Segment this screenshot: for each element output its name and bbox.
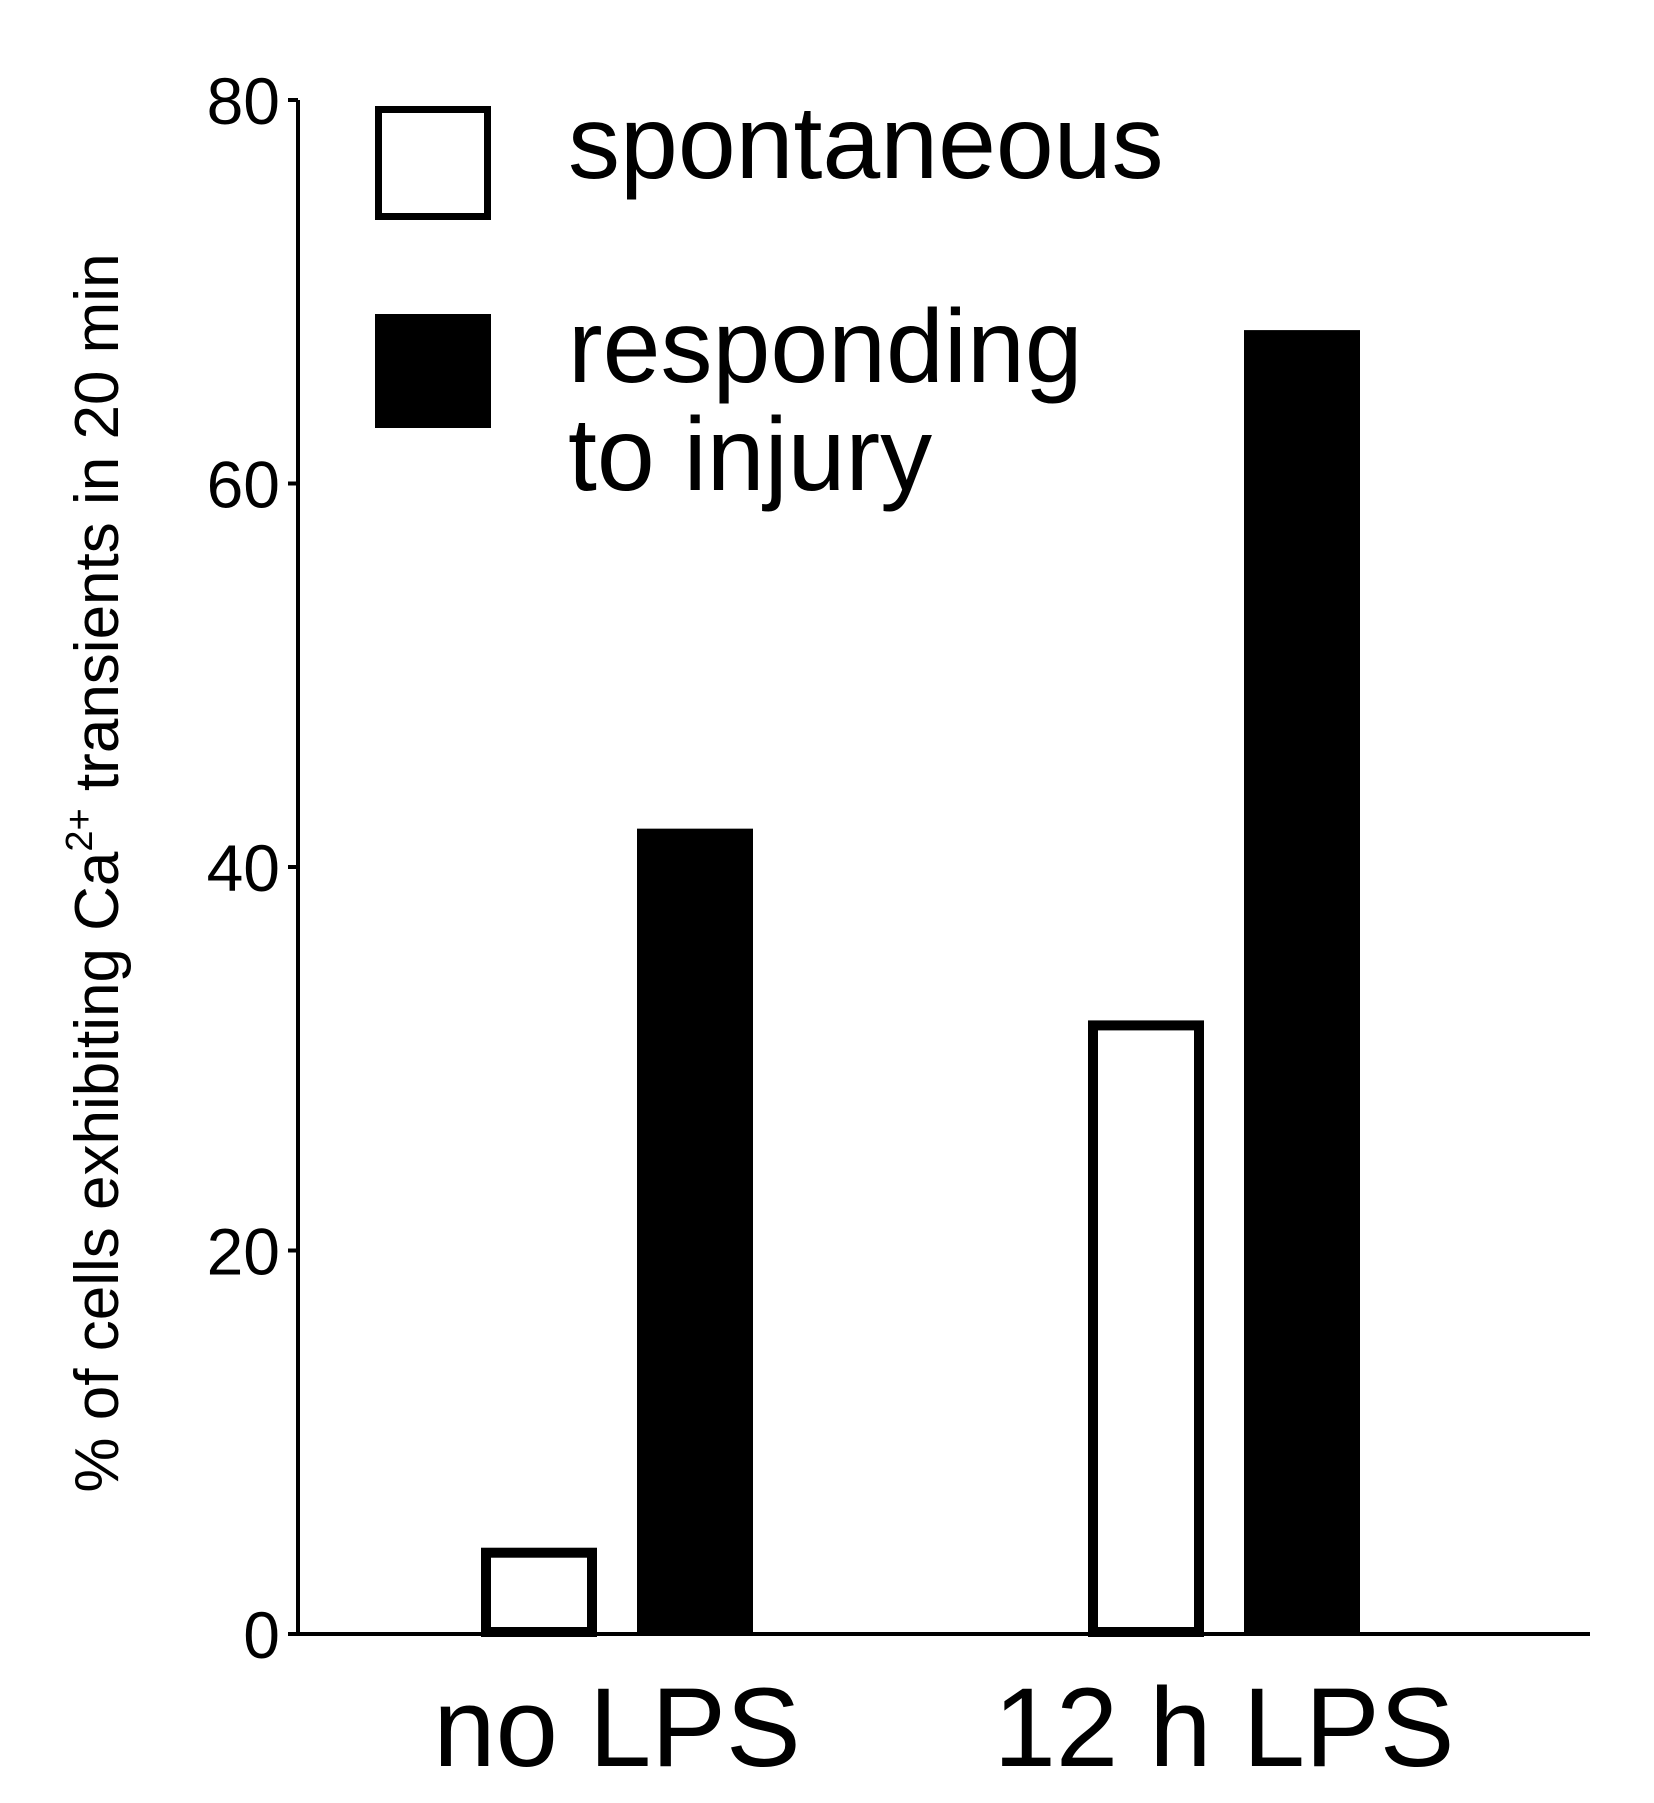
category-labels: no LPS 12 h LPS (433, 1665, 1454, 1790)
bar-responding-to-injury-12h-lps (1244, 330, 1360, 1634)
legend-label: spontaneous (568, 85, 1164, 201)
bars (481, 330, 1360, 1638)
y-axis-label-post: transients in 20 min (63, 253, 132, 808)
bar-spontaneous-12h-lps (1088, 1020, 1204, 1637)
category-label: 12 h LPS (994, 1665, 1455, 1790)
bar-spontaneous-no-lps (481, 1547, 597, 1638)
y-tick-label: 40 (207, 831, 280, 905)
legend-swatch-spontaneous (375, 106, 491, 220)
y-axis-label-sup: 2+ (59, 808, 101, 851)
y-tick-label: 20 (207, 1215, 280, 1289)
category-label: no LPS (433, 1665, 800, 1790)
y-axis-label-pre: % of cells exhibiting Ca (63, 851, 132, 1492)
y-axis-label: % of cells exhibiting Ca2+ transients in… (59, 253, 132, 1492)
legend-label: responding (568, 289, 1083, 405)
y-tick-label: 60 (207, 448, 280, 522)
legend-label: to injury (568, 397, 932, 513)
bar-responding-to-injury-no-lps (637, 828, 753, 1633)
legend-swatch-responding-to-injury (375, 314, 491, 428)
y-ticks: 0 20 40 60 80 (207, 64, 298, 1672)
y-tick-label: 80 (207, 64, 280, 138)
y-tick-label: 0 (243, 1598, 280, 1672)
